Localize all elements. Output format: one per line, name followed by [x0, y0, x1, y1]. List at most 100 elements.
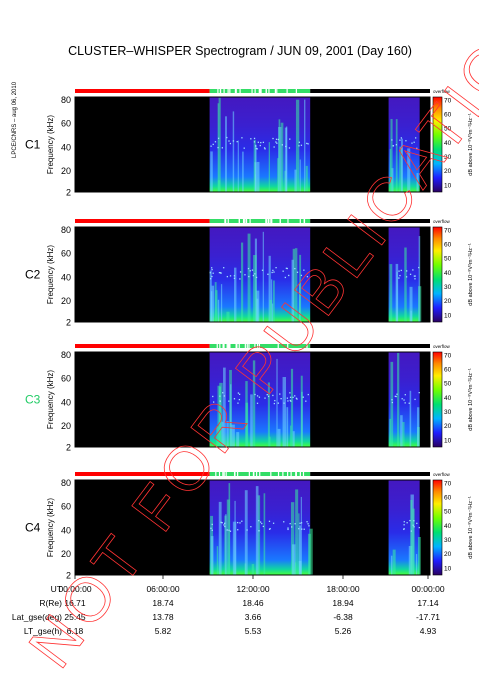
resonance-dot — [267, 395, 270, 398]
emission-streak — [218, 501, 222, 575]
colorbar-header: overflow — [433, 344, 451, 349]
colorbar: overflow 10 20 30 40 50 60 70 dB above 10⁻⁸V²m⁻²… — [432, 344, 474, 448]
resonance-dot — [226, 136, 228, 139]
resonance-dot — [391, 139, 393, 141]
y-axis-label: Frequency (kHz) — [46, 370, 55, 429]
resonance-dot — [226, 529, 228, 531]
panel-c1: 2 20 40 60 80 Frequency (kHz) C1 overflow 10 20 30… — [25, 89, 474, 198]
resonance-dot — [261, 269, 264, 271]
resonance-dot — [211, 275, 213, 278]
mode-bar-tick — [295, 89, 297, 93]
colorbar-header: overflow — [433, 89, 451, 94]
resonance-dot — [399, 139, 401, 141]
resonance-dot — [210, 527, 212, 529]
spectrogram-interval — [209, 97, 311, 192]
y-axis-label: Frequency (kHz) — [46, 498, 55, 557]
resonance-dot — [398, 270, 400, 272]
colorbar-label: dB above 10⁻⁸V²m⁻²Hz⁻¹ — [467, 368, 474, 431]
x-row-value: 18.46 — [242, 598, 264, 608]
y-tick-label: 20 — [61, 166, 71, 176]
mode-bar-tick — [227, 89, 229, 93]
resonance-dot — [283, 521, 285, 523]
plot-frame — [74, 226, 431, 323]
colorbar-tick-label: 50 — [444, 381, 452, 388]
plot-frame — [74, 351, 431, 448]
x-row-value: 18:00:00 — [326, 584, 359, 594]
resonance-dot — [217, 137, 220, 139]
resonance-dot — [412, 269, 414, 271]
emission-streak — [247, 233, 251, 322]
mode-bar-tick — [238, 344, 240, 348]
mode-bar-tick — [282, 472, 284, 476]
emission-streak — [396, 271, 398, 322]
resonance-dot — [289, 138, 291, 140]
resonance-dot — [259, 144, 261, 147]
y-tick-label: 20 — [61, 549, 71, 559]
mode-bar-segment — [75, 472, 210, 476]
resonance-dot — [301, 528, 303, 530]
mode-bar-tick — [287, 344, 289, 348]
spectrogram-interval — [388, 97, 420, 192]
emission-streak — [256, 161, 260, 192]
resonance-dot — [256, 402, 259, 404]
resonance-dot — [400, 137, 402, 139]
resonance-dot — [292, 396, 294, 399]
colorbar-label: dB above 10⁻⁸V²m⁻²Hz⁻¹ — [467, 113, 474, 176]
resonance-dot — [415, 137, 417, 139]
resonance-dot — [223, 395, 226, 397]
mode-bar-tick — [215, 472, 217, 476]
resonance-dot — [239, 271, 242, 273]
resonance-dot — [274, 399, 276, 402]
emission-streak — [234, 267, 237, 322]
emission-streak — [397, 352, 400, 447]
resonance-dot — [404, 402, 406, 404]
mode-bar-tick — [302, 472, 305, 476]
resonance-dot — [257, 141, 259, 143]
resonance-dot — [400, 147, 402, 149]
y-tick-label: 80 — [61, 350, 71, 360]
mode-bar-tick — [235, 344, 237, 348]
y-tick-label: 80 — [61, 95, 71, 105]
resonance-dot — [391, 401, 394, 404]
emission-streak — [268, 142, 271, 192]
emission-streak — [251, 564, 255, 575]
mode-bar-tick — [223, 89, 225, 93]
mode-bar-tick — [223, 472, 225, 476]
colorbar-tick-label: 70 — [444, 352, 452, 359]
x-row-label: UT — [51, 584, 62, 594]
emission-streak — [220, 284, 223, 322]
y-tick-label: 2 — [66, 188, 71, 198]
spectrogram-interval — [388, 352, 420, 447]
resonance-dot — [412, 524, 414, 526]
spectrogram-interval — [209, 480, 313, 575]
emission-streak — [250, 394, 253, 447]
resonance-dot — [247, 267, 250, 270]
mode-bar-tick — [256, 472, 258, 476]
x-row-value: 16.71 — [64, 598, 86, 608]
resonance-dot — [217, 146, 219, 149]
emission-streak — [278, 119, 281, 192]
resonance-dot — [395, 395, 397, 398]
colorbar-tick-label: 10 — [444, 182, 452, 189]
resonance-dot — [416, 522, 418, 525]
emission-streak — [400, 415, 403, 447]
emission-streak — [256, 290, 260, 322]
resonance-dot — [289, 523, 291, 525]
resonance-dot — [413, 520, 415, 522]
emission-streak — [210, 151, 213, 192]
colorbar-header: overflow — [433, 219, 451, 224]
emission-streak — [219, 382, 223, 447]
emission-streak — [226, 499, 230, 575]
y-tick-label: 40 — [61, 272, 71, 282]
resonance-dot — [307, 393, 309, 396]
mode-bar-tick — [248, 472, 250, 476]
resonance-dot — [241, 137, 243, 139]
resonance-dot — [287, 527, 289, 529]
resonance-dot — [229, 275, 232, 277]
mode-bar-tick — [239, 89, 241, 93]
resonance-dot — [272, 269, 274, 272]
emission-streak — [305, 165, 308, 192]
resonance-dot — [272, 137, 274, 140]
resonance-dot — [288, 147, 291, 149]
y-tick-label: 40 — [61, 397, 71, 407]
